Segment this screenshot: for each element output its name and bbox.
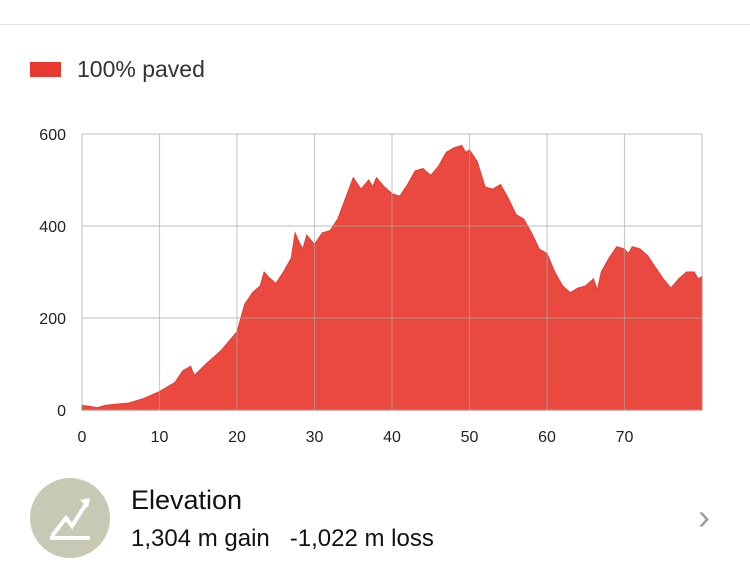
y-tick-label: 0 [57,403,66,420]
elevation-stats: 1,304 m gain -1,022 m loss [131,525,434,553]
y-tick-label: 400 [39,219,66,236]
divider [0,24,750,25]
x-tick-label: 30 [306,429,324,446]
x-tick-label: 50 [461,429,479,446]
legend-swatch [30,62,61,77]
elevation-gain: 1,304 m gain [131,525,270,552]
elevation-chart: 0 10 20 30 40 50 60 70 0 200 400 600 [39,127,703,446]
trending-up-icon [30,478,110,558]
x-tick-label: 40 [383,429,401,446]
legend-label: 100% paved [77,56,205,82]
elevation-loss: -1,022 m loss [289,525,434,552]
elevation-row[interactable]: Elevation 1,304 m gain -1,022 m loss › [0,478,750,568]
y-tick-label: 600 [39,127,66,144]
elevation-title: Elevation [131,485,243,515]
x-tick-label: 0 [78,429,87,446]
x-tick-label: 10 [151,429,169,446]
chart-legend: 100% paved [30,56,205,83]
x-tick-label: 20 [228,429,246,446]
x-tick-label: 70 [616,429,634,446]
chevron-right-icon[interactable]: › [698,496,710,537]
y-tick-label: 200 [39,311,66,328]
x-tick-label: 60 [538,429,556,446]
